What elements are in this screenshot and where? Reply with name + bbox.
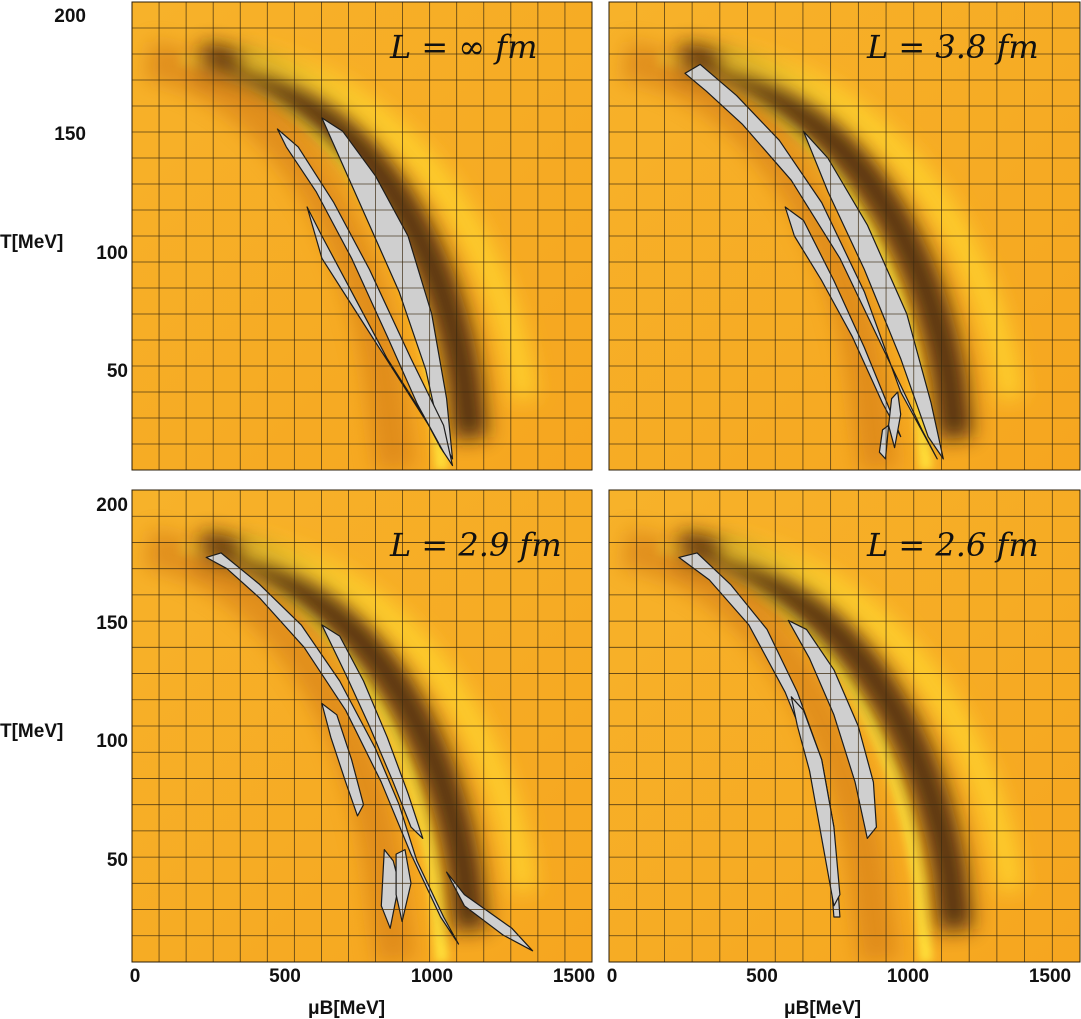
ytick-tl-50: 50 xyxy=(107,361,128,382)
ylabel-bottom: T[MeV] xyxy=(0,721,63,742)
ytick-tl-200: 200 xyxy=(54,6,86,27)
unstable-region xyxy=(306,206,445,453)
panel-frame xyxy=(131,1,593,471)
panel-frame xyxy=(131,489,593,963)
bright-band xyxy=(716,535,1025,893)
unstable-region xyxy=(380,849,400,929)
xtick-br-500: 500 xyxy=(746,966,778,987)
panel-label-bl: L = 2.9 fm xyxy=(389,526,562,564)
shade-band xyxy=(143,528,416,962)
unstable-region xyxy=(888,391,902,449)
xtick-bl-0: 0 xyxy=(130,966,141,987)
panel-bottom-left xyxy=(131,489,593,963)
panel-label-br: L = 2.6 fm xyxy=(866,526,1039,564)
unstable-region xyxy=(395,849,412,923)
ylabel-top: T[MeV] xyxy=(0,232,63,253)
xlabel-right: μB[MeV] xyxy=(784,998,861,1019)
ytick-bl-50: 50 xyxy=(107,850,128,871)
xtick-br-1500: 1500 xyxy=(1029,966,1071,987)
unstable-region xyxy=(276,128,454,467)
xtick-bl-1500: 1500 xyxy=(553,966,595,987)
ytick-bl-100: 100 xyxy=(96,731,128,752)
unstable-region xyxy=(802,130,944,460)
unstable-region xyxy=(787,619,877,839)
xtick-br-1000: 1000 xyxy=(887,966,929,987)
xlabel-left: μB[MeV] xyxy=(308,998,385,1019)
panel-label-tl: L = ∞ fm xyxy=(389,28,537,66)
unstable-region xyxy=(790,696,841,907)
bright-band xyxy=(237,46,538,402)
xtick-bl-1000: 1000 xyxy=(411,966,453,987)
bright-band xyxy=(237,535,538,893)
ytick-tl-100: 100 xyxy=(96,243,128,264)
ytick-bl-150: 150 xyxy=(96,613,128,634)
panel-top-left xyxy=(131,1,593,471)
xtick-br-0: 0 xyxy=(607,966,618,987)
panel-label-tr: L = 3.8 fm xyxy=(866,28,1039,66)
unstable-region xyxy=(784,206,902,438)
unstable-region xyxy=(321,702,365,817)
ytick-bl-200: 200 xyxy=(96,495,128,516)
unstable-region xyxy=(684,63,938,460)
bright-band xyxy=(716,46,1025,402)
panel-frame xyxy=(608,1,1081,471)
panel-bottom-right xyxy=(608,489,1081,963)
ytick-tl-150: 150 xyxy=(54,124,86,145)
panel-top-right xyxy=(608,1,1081,471)
xtick-bl-500: 500 xyxy=(269,966,301,987)
unstable-region xyxy=(321,624,424,839)
panel-frame xyxy=(608,489,1081,963)
